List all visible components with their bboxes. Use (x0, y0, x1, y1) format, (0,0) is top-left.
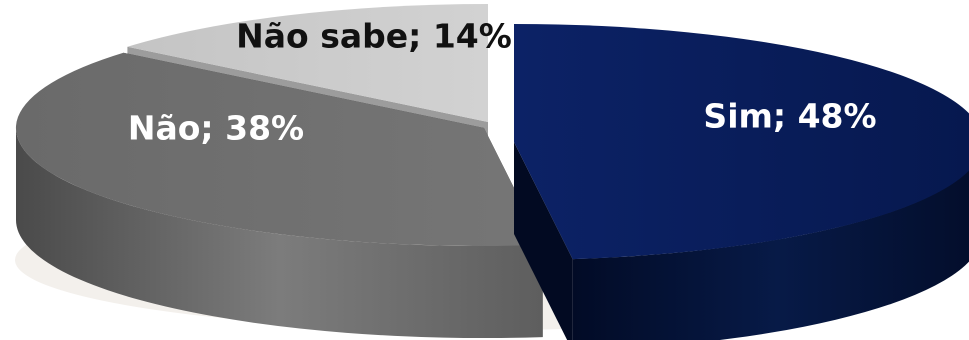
data-label-não-sabe: Não sabe; 14% (236, 17, 512, 56)
data-label-não: Não; 38% (128, 109, 304, 148)
slice-side-face (15, 128, 543, 339)
pie-slice-não (15, 52, 543, 339)
slice-top-face (514, 23, 969, 260)
slice-side-face (572, 169, 969, 340)
data-label-sim: Sim; 48% (703, 97, 876, 136)
slice-top-face (127, 4, 489, 122)
pie-slice-sim (514, 23, 969, 340)
slice-top-face (15, 52, 543, 247)
slice-cut-face (514, 142, 573, 340)
